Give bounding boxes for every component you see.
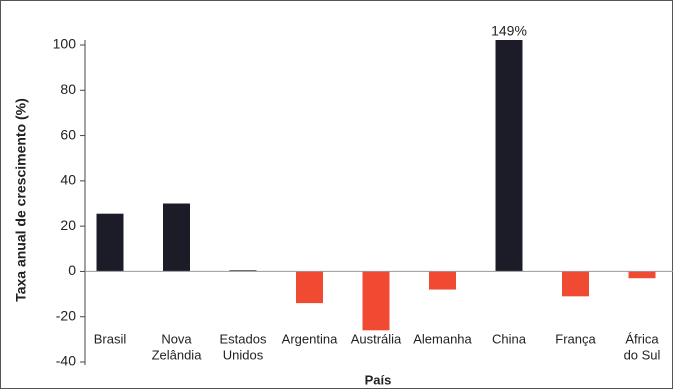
x-tick-label: Brasil [94, 331, 127, 346]
x-tick-label: Alemanha [413, 331, 472, 346]
x-tick-label: Nova [161, 331, 192, 346]
bars [96, 40, 656, 331]
bar [562, 271, 589, 297]
x-tick-label: África [625, 331, 659, 346]
y-tick-label: -20 [56, 307, 76, 323]
y-tick-label: 60 [60, 126, 76, 142]
bar [229, 270, 257, 272]
bar [495, 40, 523, 272]
bar [96, 213, 124, 272]
value-label: 149% [491, 23, 527, 39]
y-axis-title: Taxa anual de crescimento (%) [13, 98, 29, 302]
bar [163, 203, 190, 272]
bar [362, 271, 390, 331]
y-tick-label: -40 [56, 353, 76, 369]
bar [429, 271, 456, 290]
x-tick-label: do Sul [624, 347, 661, 362]
x-tick-label: Unidos [223, 347, 264, 362]
y-tick-label: 20 [60, 217, 76, 233]
x-tick-label: Austrália [351, 331, 402, 346]
x-tick-label: França [555, 331, 596, 346]
x-tick-label: Estados [220, 331, 267, 346]
bar [296, 271, 323, 304]
y-tick-label: 0 [68, 262, 76, 278]
y-tick-label: 100 [53, 36, 77, 52]
x-tick-label: Argentina [282, 331, 338, 346]
x-tick-label: Zelândia [152, 347, 203, 362]
y-tick-label: 80 [60, 81, 76, 97]
x-axis-title: País [365, 372, 392, 387]
bar [628, 271, 656, 279]
y-tick-label: 40 [60, 172, 76, 188]
x-tick-label: China [492, 331, 527, 346]
